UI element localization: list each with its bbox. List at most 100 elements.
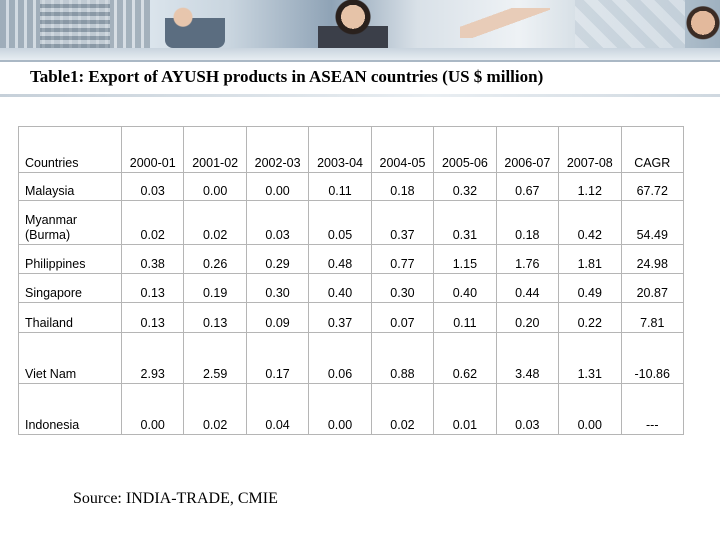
cagr-cell: 24.98 [620, 244, 684, 274]
country-cell: Myanmar (Burma) [18, 200, 122, 245]
value-cell: 0.30 [245, 273, 310, 303]
table-header-row: Countries 2000-01 2001-02 2002-03 2003-0… [18, 126, 684, 173]
slide-title: Table1: Export of AYUSH products in ASEA… [30, 67, 544, 86]
businessman-image [165, 4, 225, 48]
value-cell: 0.67 [495, 172, 560, 201]
value-cell: 0.26 [183, 244, 247, 274]
value-cell: 0.04 [245, 383, 310, 435]
table-row: Myanmar (Burma) 0.02 0.02 0.03 0.05 0.37… [18, 200, 684, 245]
cagr-cell: -10.86 [620, 332, 684, 384]
value-cell: 0.30 [370, 273, 435, 303]
value-cell: 1.12 [558, 172, 622, 201]
value-cell: 2.93 [120, 332, 185, 384]
value-cell: 0.03 [495, 383, 560, 435]
cagr-cell: --- [620, 383, 684, 435]
cagr-cell: 67.72 [620, 172, 684, 201]
header-cell: CAGR [620, 126, 684, 173]
source-note: Source: INDIA-TRADE, CMIE [73, 490, 278, 507]
value-cell: 2.59 [183, 332, 247, 384]
value-cell: 0.03 [120, 172, 185, 201]
table-row: Thailand 0.13 0.13 0.09 0.37 0.07 0.11 0… [18, 302, 684, 333]
value-cell: 0.06 [308, 332, 372, 384]
country-cell: Malaysia [18, 172, 122, 201]
value-cell: 0.01 [433, 383, 497, 435]
value-cell: 0.88 [370, 332, 435, 384]
value-cell: 0.29 [245, 244, 310, 274]
value-cell: 0.13 [120, 302, 185, 333]
value-cell: 0.22 [558, 302, 622, 333]
value-cell: 0.02 [370, 383, 435, 435]
header-cell: 2007-08 [558, 126, 622, 173]
value-cell: 0.00 [120, 383, 185, 435]
table-row: Philippines 0.38 0.26 0.29 0.48 0.77 1.1… [18, 244, 684, 274]
building-image-2 [40, 0, 110, 48]
value-cell: 0.20 [495, 302, 560, 333]
value-cell: 0.37 [308, 302, 372, 333]
value-cell: 0.77 [370, 244, 435, 274]
value-cell: 0.62 [433, 332, 497, 384]
value-cell: 0.00 [245, 172, 310, 201]
value-cell: 0.18 [370, 172, 435, 201]
header-cell: 2001-02 [183, 126, 247, 173]
header-cell: 2006-07 [495, 126, 560, 173]
table-row: Malaysia 0.03 0.00 0.00 0.11 0.18 0.32 0… [18, 172, 684, 201]
value-cell: 0.05 [308, 200, 372, 245]
country-cell: Indonesia [18, 383, 122, 435]
value-cell: 0.42 [558, 200, 622, 245]
hand-pen-image [460, 8, 550, 38]
cagr-cell: 7.81 [620, 302, 684, 333]
value-cell: 0.17 [245, 332, 310, 384]
banner-stripe [0, 48, 720, 60]
country-cell: Thailand [18, 302, 122, 333]
value-cell: 1.31 [558, 332, 622, 384]
value-cell: 0.02 [183, 383, 247, 435]
banner-divider [0, 60, 720, 62]
businesswoman-image [318, 0, 388, 48]
value-cell: 0.40 [308, 273, 372, 303]
value-cell: 0.11 [433, 302, 497, 333]
value-cell: 0.38 [120, 244, 185, 274]
country-cell: Philippines [18, 244, 122, 274]
header-cell: 2000-01 [120, 126, 185, 173]
table-row: Indonesia 0.00 0.02 0.04 0.00 0.02 0.01 … [18, 383, 684, 435]
value-cell: 0.37 [370, 200, 435, 245]
value-cell: 0.07 [370, 302, 435, 333]
value-cell: 0.00 [183, 172, 247, 201]
value-cell: 0.11 [308, 172, 372, 201]
header-cell: 2004-05 [370, 126, 435, 173]
value-cell: 0.49 [558, 273, 622, 303]
value-cell: 0.31 [433, 200, 497, 245]
value-cell: 0.13 [183, 302, 247, 333]
value-cell: 1.15 [433, 244, 497, 274]
header-cell: Countries [18, 126, 122, 173]
cagr-cell: 20.87 [620, 273, 684, 303]
value-cell: 3.48 [495, 332, 560, 384]
header-cell: 2005-06 [433, 126, 497, 173]
table-row: Singapore 0.13 0.19 0.30 0.40 0.30 0.40 … [18, 273, 684, 303]
value-cell: 0.03 [245, 200, 310, 245]
value-cell: 0.32 [433, 172, 497, 201]
header-cell: 2002-03 [245, 126, 310, 173]
value-cell: 1.76 [495, 244, 560, 274]
value-cell: 0.13 [120, 273, 185, 303]
value-cell: 0.18 [495, 200, 560, 245]
country-cell: Viet Nam [18, 332, 122, 384]
person-image [686, 6, 720, 48]
header-banner [0, 0, 720, 48]
title-underline [0, 94, 720, 97]
value-cell: 1.81 [558, 244, 622, 274]
value-cell: 0.40 [433, 273, 497, 303]
table-row: Viet Nam 2.93 2.59 0.17 0.06 0.88 0.62 3… [18, 332, 684, 384]
value-cell: 0.02 [183, 200, 247, 245]
header-cell: 2003-04 [308, 126, 372, 173]
value-cell: 0.09 [245, 302, 310, 333]
value-cell: 0.44 [495, 273, 560, 303]
value-cell: 0.00 [308, 383, 372, 435]
country-cell: Singapore [18, 273, 122, 303]
export-table: Countries 2000-01 2001-02 2002-03 2003-0… [18, 126, 684, 435]
map-image [575, 0, 685, 48]
value-cell: 0.00 [558, 383, 622, 435]
value-cell: 0.19 [183, 273, 247, 303]
value-cell: 0.48 [308, 244, 372, 274]
cagr-cell: 54.49 [620, 200, 684, 245]
